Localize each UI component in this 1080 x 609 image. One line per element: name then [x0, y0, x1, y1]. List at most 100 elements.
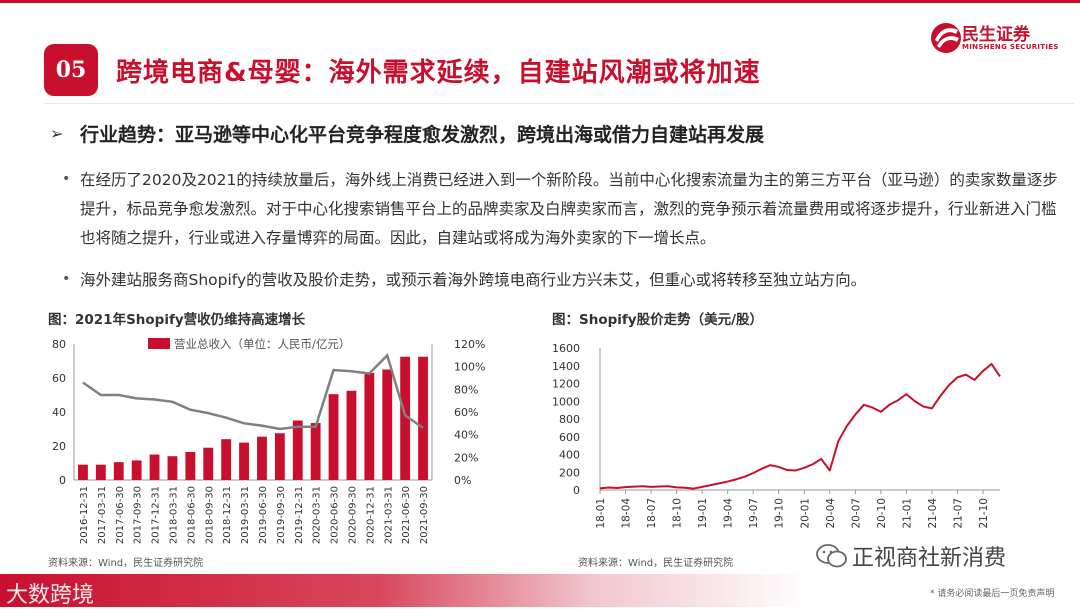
x-tick-label: 2021-06-30 [401, 486, 412, 544]
growth-rate-line [82, 352, 424, 431]
x-tick-label: 19-10 [774, 498, 786, 529]
x-tick-label: 18-07 [646, 498, 658, 529]
x-tick-label: 18-01 [595, 498, 607, 529]
footer-bar [0, 574, 1080, 607]
top-accent-rule [0, 0, 1080, 3]
revenue-bar [310, 423, 321, 480]
y-tick-label: 200 [559, 466, 580, 479]
disclaimer-text: * 请务必阅读最后一页免责声明 [930, 589, 1055, 599]
x-tick-label: 21-10 [978, 498, 990, 529]
logo-text-cn: 民生证券 [962, 25, 1030, 45]
revenue-bar [185, 451, 196, 480]
legend-label: 营业总收入（单位：人民币/亿元） [174, 337, 350, 351]
y-tick-label: 1400 [552, 360, 580, 373]
revenue-bar [149, 454, 160, 480]
revenue-bar [167, 456, 178, 480]
x-tick-label: 2019-03-31 [240, 486, 251, 544]
x-tick-label: 2017-03-31 [97, 486, 108, 544]
x-tick-label: 19-04 [723, 498, 735, 529]
x-tick-label: 2017-09-30 [133, 486, 144, 544]
x-tick-label: 21-01 [901, 498, 913, 529]
x-tick-label: 19-07 [748, 498, 760, 529]
section-number-badge: 05 [44, 44, 98, 96]
y-tick-label: 400 [559, 449, 580, 462]
x-tick-label: 2019-06-30 [258, 486, 269, 544]
x-tick-label: 2019-12-31 [294, 486, 305, 544]
figure-1-source: 资料来源：Wind，民生证券研究院 [48, 558, 204, 569]
x-tick-label: 19-01 [697, 498, 709, 529]
header-divider [44, 103, 1074, 104]
y-tick-label: 0 [59, 474, 66, 487]
x-tick-label: 20-01 [799, 498, 811, 529]
revenue-bar [382, 369, 393, 480]
y2-tick-label: 80% [454, 383, 478, 396]
y2-tick-label: 100% [454, 361, 485, 374]
revenue-growth-chart: 0 20 40 60 80 0% 20% 40% 60% 80% 100% 120% 2016-12-3… [52, 337, 485, 544]
watermark-left: 大数跨境 [6, 583, 95, 608]
y2-tick-label: 120% [454, 338, 485, 351]
figure-2-title: 图：Shopify股价走势（美元/股） [552, 312, 764, 328]
y2-tick-label: 40% [454, 429, 478, 442]
revenue-bar [257, 436, 267, 480]
y2-tick-label: 0% [454, 474, 471, 487]
x-tick-label: 2018-03-31 [168, 486, 179, 544]
y-tick-label: 0 [573, 484, 580, 497]
x-tick-label: 2016-12-31 [79, 486, 90, 544]
x-tick-label: 18-10 [672, 498, 684, 529]
x-tick-label: 2020-09-30 [347, 486, 358, 544]
x-tick-label: 20-04 [825, 498, 837, 529]
x-tick-label: 2018-06-30 [186, 486, 197, 544]
y-tick-label: 800 [559, 413, 580, 426]
revenue-bar [328, 394, 339, 480]
revenue-bar [221, 439, 232, 480]
revenue-bar [203, 447, 214, 480]
legend-swatch [148, 338, 170, 349]
revenue-bar [95, 464, 106, 480]
revenue-bar [346, 390, 357, 480]
revenue-bar [364, 372, 375, 480]
wechat-icon [816, 544, 847, 568]
x-tick-label: 2017-12-31 [151, 486, 162, 544]
paragraph-1: 在经历了2020及2021的持续放量后，海外线上消费已经进入到一个新阶段。当前中… [80, 171, 1058, 247]
revenue-bar [131, 460, 142, 480]
y-tick-label: 80 [52, 338, 66, 351]
bullet-icon: • [62, 171, 71, 187]
stock-price-chart: 0 200 400 600 800 1000 1200 1400 1600 18-01 18-04 1… [552, 342, 1001, 529]
revenue-bar [239, 442, 249, 480]
minsheng-logo-icon [931, 23, 961, 53]
x-tick-label: 2020-06-30 [330, 486, 341, 544]
paragraph-2: 海外建站服务商Shopify的营收及股价走势，或预示着海外跨境电商行业方兴未艾，… [80, 271, 867, 289]
y-tick-label: 1200 [552, 378, 580, 391]
x-tick-label: 2017-06-30 [115, 486, 126, 544]
page-title: 跨境电商&母婴：海外需求延续，自建站风潮或将加速 [116, 58, 761, 88]
y-tick-label: 20 [52, 440, 66, 453]
x-tick-label: 2018-09-30 [204, 486, 215, 544]
x-tick-label: 21-07 [952, 498, 964, 529]
watermark-right: 正视商社新消费 [852, 546, 1007, 571]
figure-2-source: 资料来源：Wind，民生证券研究院 [578, 558, 734, 569]
x-tick-label: 2021-09-30 [419, 486, 430, 544]
revenue-bar [400, 356, 411, 480]
figure-1-title: 图：2021年Shopify营收仍维持高速增长 [48, 312, 306, 328]
y2-tick-label: 60% [454, 406, 478, 419]
section-subtitle: 行业趋势：亚马逊等中心化平台竞争程度愈发激烈，跨境出海或借力自建站再发展 [80, 124, 765, 146]
revenue-bar [78, 464, 88, 480]
x-tick-label: 21-04 [927, 498, 939, 529]
y-tick-label: 600 [559, 431, 580, 444]
y2-tick-label: 20% [454, 451, 478, 464]
y-tick-label: 1000 [552, 395, 580, 408]
x-tick-label: 18-04 [621, 498, 633, 529]
revenue-bar [113, 462, 124, 480]
x-tick-label: 20-10 [876, 498, 888, 529]
x-tick-label: 2020-12-31 [365, 486, 376, 544]
y-tick-label: 60 [52, 372, 66, 385]
x-tick-label: 2019-09-30 [276, 486, 287, 544]
x-tick-label: 2021-03-31 [383, 486, 394, 544]
bullet-icon: • [62, 271, 71, 287]
revenue-bar [292, 420, 303, 480]
x-tick-label: 20-07 [850, 498, 862, 529]
stock-price-line [599, 362, 1001, 490]
y-tick-label: 40 [52, 406, 66, 419]
logo-text-en: MINSHENG SECURITIES [962, 43, 1059, 51]
x-tick-label: 2020-03-31 [312, 486, 323, 544]
